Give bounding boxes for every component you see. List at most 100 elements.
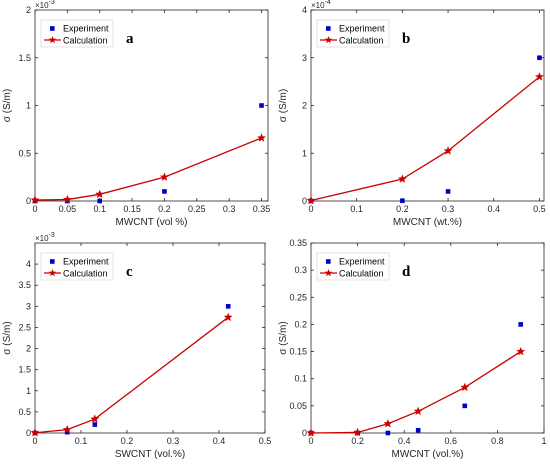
calculation-point (90, 414, 100, 423)
x-axis-label: MWCNT (vol.%) (391, 449, 463, 460)
y-tick-label: 2.5 (18, 322, 31, 332)
legend-calculation-marker (48, 269, 57, 277)
calculation-line (34, 316, 229, 434)
legend-experiment-marker (326, 26, 331, 31)
y-tick-label: 0.5 (18, 148, 31, 158)
calculation-point (223, 312, 233, 322)
x-tick-label: 0.3 (442, 204, 455, 214)
y-tick-label: 0.35 (289, 238, 307, 248)
y-axis-label: σ (S/m) (2, 89, 13, 122)
legend-box (316, 19, 390, 48)
legend-box (316, 252, 390, 281)
x-tick-label: 0.4 (487, 204, 500, 214)
x-axis-label: MWCNT (vol %) (115, 217, 187, 228)
chart-panel-d: 0 0.2 0.4 0.6 0.8 1 0 0.05 0.1 0.15 0.2 0.25 0.3 0.35… (278, 238, 547, 460)
y-tick-label: 1 (302, 148, 307, 158)
x-tick-label: 0.1 (75, 436, 88, 446)
x-tick-label: 0.1 (93, 204, 106, 214)
calculation-point (256, 133, 267, 142)
calculation-point (306, 195, 316, 205)
legend-experiment-marker (50, 26, 55, 31)
y-tick-label: 2 (26, 344, 31, 354)
calculation-line (310, 351, 522, 434)
y-tick-label: 0 (26, 196, 31, 206)
series-calculation (30, 133, 267, 204)
experiment-point (64, 429, 70, 435)
experiment-point (537, 55, 542, 61)
legend-experiment-label: Experiment (63, 24, 109, 34)
y-tick-label: 0.25 (289, 292, 307, 302)
calculation-point (62, 424, 72, 434)
panel-letter: d (402, 264, 411, 280)
experiment-point (445, 189, 451, 194)
legend-calculation-label: Calculation (339, 269, 384, 279)
experiment-point (518, 322, 523, 327)
legend: Experiment Calculation (316, 252, 390, 281)
experiment-point (162, 189, 167, 194)
x-tick-label: 0.5 (259, 436, 272, 446)
chart-panel-a: 0 0.05 0.1 0.15 0.2 0.25 0.3 0.35 0 0.5 1 1.5 2 MWCNT… (2, 0, 270, 228)
x-tick-label: 0.4 (398, 436, 411, 446)
y-tick-label: 0.5 (18, 407, 31, 417)
x-tick-label: 0.2 (121, 436, 134, 446)
calculation-point (383, 419, 393, 428)
series-experiment (308, 322, 523, 436)
calculation-point (62, 194, 72, 204)
x-tick-label: 0 (32, 204, 37, 214)
calculation-point (30, 428, 40, 437)
y-axis-multiplier: ×10-4 (311, 0, 331, 10)
calculation-line (310, 76, 540, 202)
x-tick-label: 0.2 (396, 204, 409, 214)
y-tick-label: 2 (302, 101, 307, 111)
x-tick-label: 1 (541, 436, 546, 446)
y-tick-label: 3 (302, 53, 307, 63)
series-calculation (306, 72, 544, 205)
calculation-point (516, 346, 526, 356)
y-tick-label: 0.05 (289, 401, 307, 411)
y-tick-label: 1.5 (18, 365, 31, 375)
panel-letter: c (126, 264, 133, 280)
y-tick-label: 0.2 (294, 319, 307, 329)
chart-panel-b: 0 0.1 0.2 0.3 0.4 0.5 0 1 2 3 4 MWCNT (wt.%) σ (S/m)… (278, 0, 546, 228)
legend-calculation-marker (48, 36, 57, 44)
calculation-point (306, 428, 316, 437)
y-axis-label: σ (S/m) (278, 321, 289, 354)
calculation-point (30, 195, 40, 204)
experiment-point (259, 103, 264, 108)
y-tick-label: 1 (26, 101, 31, 111)
x-tick-label: 0.3 (223, 204, 236, 214)
y-tick-label: 4 (26, 259, 31, 269)
legend: Experiment Calculation (40, 19, 114, 48)
legend-calculation-label: Calculation (63, 269, 108, 279)
y-tick-label: 1 (26, 386, 31, 396)
experiment-point (92, 422, 98, 427)
x-tick-label: 0.35 (253, 204, 271, 214)
x-tick-label: 0 (308, 436, 313, 446)
x-axis-label: MWCNT (wt.%) (393, 217, 462, 228)
y-tick-label: 0.3 (294, 265, 307, 275)
series-experiment (32, 103, 264, 204)
x-axis-label: SWCNT (vol.%) (115, 449, 185, 460)
legend-experiment-label: Experiment (339, 24, 385, 34)
calculation-point (397, 174, 407, 183)
x-tick-label: 0 (32, 436, 37, 446)
legend-calculation-label: Calculation (339, 36, 384, 46)
series-experiment (308, 55, 542, 204)
series-calculation (30, 312, 233, 437)
y-axis-label: σ (S/m) (278, 89, 289, 122)
x-tick-label: 0.2 (351, 436, 364, 446)
y-axis-multiplier: ×10-3 (35, 232, 55, 243)
legend: Experiment Calculation (316, 19, 390, 48)
calculation-point (95, 189, 105, 199)
experiment-point (415, 427, 421, 433)
legend-box (40, 252, 114, 281)
x-tick-label: 0.5 (533, 204, 546, 214)
calculation-point (534, 72, 544, 81)
experiment-point (385, 430, 391, 436)
legend: Experiment Calculation (40, 252, 114, 281)
plot-area-frame (310, 242, 545, 434)
y-tick-label: 4 (302, 5, 307, 15)
series-calculation (306, 346, 526, 437)
panel-letter: a (126, 31, 134, 47)
